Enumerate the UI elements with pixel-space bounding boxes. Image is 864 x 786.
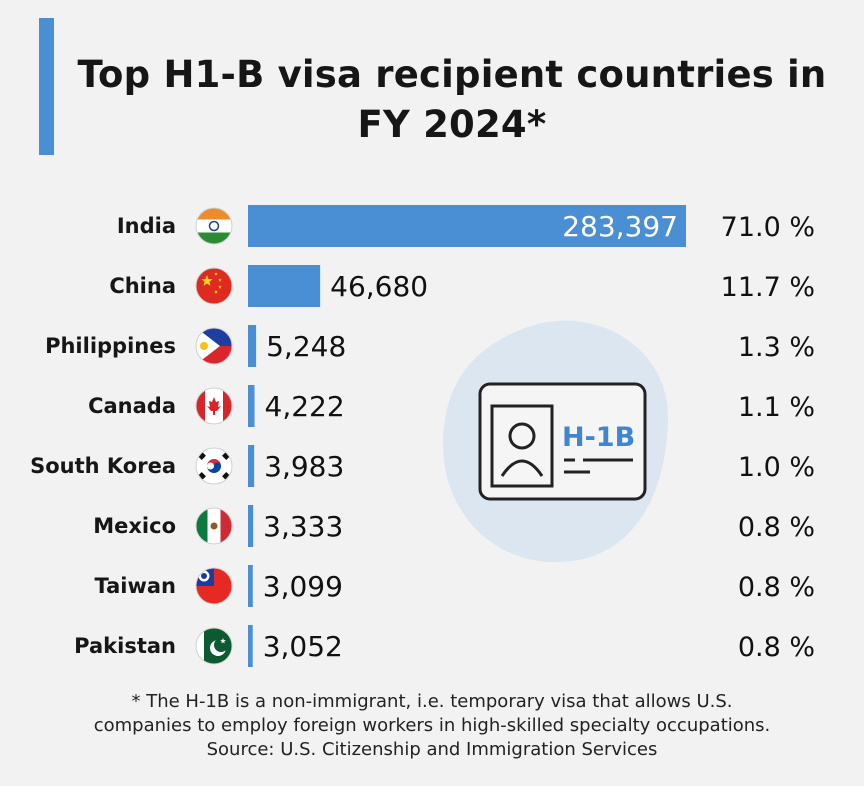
percent-label: 0.8 %	[738, 572, 815, 603]
title-accent-bar	[39, 18, 54, 155]
bar	[248, 565, 253, 607]
value-label: 3,099	[263, 570, 343, 603]
flag-stripe-red	[220, 508, 232, 544]
value-label: 283,397	[562, 210, 678, 243]
category-label: South Korea	[30, 454, 176, 478]
id-card-icon	[478, 382, 647, 501]
flag-band-right	[223, 388, 232, 424]
value-label: 3,983	[264, 450, 344, 483]
flag-field	[196, 268, 232, 304]
flag-border	[195, 507, 233, 545]
mexico-flag-icon	[195, 507, 233, 545]
person-head-icon	[508, 422, 536, 450]
flag-band-left	[196, 388, 205, 424]
category-label: Pakistan	[74, 634, 176, 658]
philippines-flag-icon	[195, 327, 233, 365]
bars-layer: India 283,397 71.0 % China 46,680 11.7 % Phili…	[30, 205, 815, 667]
flag-star	[220, 638, 226, 644]
india-flag-icon	[195, 207, 233, 245]
south-korea-flag-icon	[195, 447, 233, 485]
category-label: Taiwan	[94, 574, 176, 598]
percent-label: 0.8 %	[738, 632, 815, 663]
chart-row-philippines: Philippines 5,248 1.3 %	[45, 325, 815, 367]
pakistan-flag-icon	[195, 627, 233, 665]
bar	[248, 325, 257, 367]
bar	[248, 205, 686, 247]
flag-star-1	[214, 272, 218, 276]
flag-sun	[200, 342, 208, 350]
category-label: Mexico	[93, 514, 176, 538]
flag-border	[195, 387, 233, 425]
category-label: Philippines	[45, 334, 176, 358]
flag-stripe-white	[196, 219, 232, 233]
flag-stripe-saffron	[196, 208, 232, 220]
flag-border	[195, 447, 233, 485]
flag-border	[195, 327, 233, 365]
percent-label: 1.3 %	[738, 332, 815, 363]
footnote: * The H-1B is a non-immigrant, i.e. temp…	[0, 690, 864, 762]
chart-row-china: China 46,680 11.7 %	[109, 265, 815, 307]
flag-star-2	[218, 278, 222, 282]
category-label: India	[117, 214, 176, 238]
flag-border	[195, 207, 233, 245]
flag-taeguk-blue	[207, 462, 221, 473]
percent-label: 0.8 %	[738, 512, 815, 543]
percent-label: 1.0 %	[738, 452, 815, 483]
chart-row-taiwan: Taiwan 3,099 0.8 %	[94, 565, 815, 607]
value-label: 4,222	[265, 390, 345, 423]
h1b-illustration: H-1B	[443, 320, 669, 563]
bar-chart: H-1B India 283,397 71.0 % China 46,680 11.7 %…	[30, 205, 815, 667]
flag-stripe-green	[196, 508, 208, 544]
h1b-badge-label: H-1B	[562, 422, 635, 453]
flag-crescent-inner	[214, 638, 228, 652]
footnote-line-1: * The H-1B is a non-immigrant, i.e. temp…	[131, 691, 733, 712]
flag-sun-core	[201, 573, 207, 579]
id-photo-frame	[490, 404, 554, 488]
value-label: 5,248	[266, 330, 346, 363]
category-label: China	[109, 274, 176, 298]
chart-row-canada: Canada 4,222 1.1 %	[88, 385, 815, 427]
chart-title: Top H1-B visa recipient countries in FY …	[77, 53, 827, 146]
bar	[248, 625, 253, 667]
value-label: 3,052	[263, 630, 343, 663]
flag-star-large	[201, 275, 213, 286]
flag-border	[195, 267, 233, 305]
flag-border	[195, 627, 233, 665]
flag-maple-leaf	[207, 397, 221, 415]
flag-chakra	[208, 220, 220, 232]
chart-row-pakistan: Pakistan 3,052 0.8 %	[74, 625, 815, 667]
chart-row-south-korea: South Korea 3,983 1.0 %	[30, 445, 815, 487]
value-label: 46,680	[330, 270, 428, 303]
flag-emblem	[210, 522, 218, 530]
china-flag-icon	[195, 267, 233, 305]
percent-label: 11.7 %	[721, 272, 815, 303]
bar	[248, 445, 255, 487]
bar	[248, 385, 255, 427]
value-label: 3,333	[263, 510, 343, 543]
bar	[248, 505, 254, 547]
flag-stripe-green	[196, 232, 232, 244]
flag-hoist	[196, 628, 204, 664]
percent-label: 1.1 %	[738, 392, 815, 423]
source-line: Source: U.S. Citizenship and Immigration…	[206, 739, 658, 760]
chart-row-india: India 283,397 71.0 %	[117, 205, 815, 247]
bar	[248, 265, 321, 307]
taiwan-flag-icon	[195, 567, 233, 605]
percent-label: 71.0 %	[721, 212, 815, 243]
canada-flag-icon	[195, 387, 233, 425]
flag-star-4	[214, 290, 218, 294]
person-body-icon	[500, 459, 544, 477]
flag-star-3	[218, 285, 222, 289]
flag-border	[195, 567, 233, 605]
category-label: Canada	[88, 394, 176, 418]
footnote-line-2: companies to employ foreign workers in h…	[93, 715, 771, 736]
chart-row-mexico: Mexico 3,333 0.8 %	[93, 505, 815, 547]
